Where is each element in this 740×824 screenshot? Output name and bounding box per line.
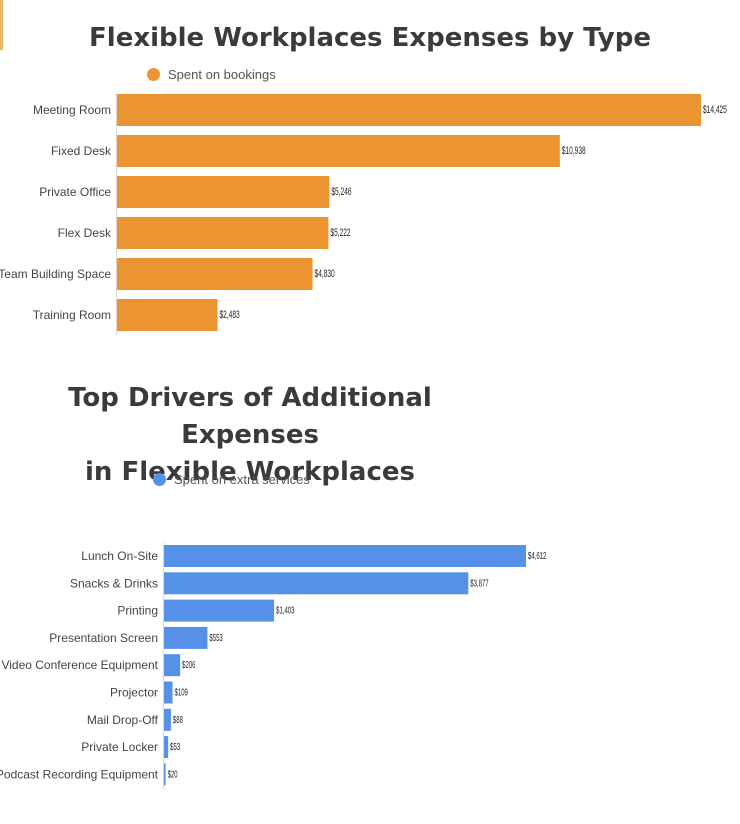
data-label: $20 xyxy=(168,769,178,780)
extras-bar-chart: Lunch On-Site $4,612 Snacks & Drinks $3,877… xyxy=(0,543,547,790)
edge-accent xyxy=(0,0,3,50)
data-label: $53 xyxy=(170,742,180,753)
category-label: Mail Drop-Off xyxy=(87,713,159,727)
legend-label-bookings: Spent on bookings xyxy=(168,67,276,82)
data-label: $2,483 xyxy=(220,308,240,320)
bookings-bar-chart: Meeting Room $14,425 Fixed Desk $10,938 Priv… xyxy=(0,92,727,335)
data-label: $10,938 xyxy=(562,144,586,156)
chart-title-extras-line-1: Top Drivers of Additional Expenses xyxy=(68,383,432,450)
bar xyxy=(164,545,526,567)
bar xyxy=(117,94,701,126)
category-label: Presentation Screen xyxy=(49,631,158,645)
category-label: Fixed Desk xyxy=(51,144,112,158)
chart-title-extras-line-2: in Flexible Workplaces xyxy=(85,457,415,487)
category-label: Training Room xyxy=(33,308,111,322)
data-label: $1,403 xyxy=(276,605,295,616)
category-label: Snacks & Drinks xyxy=(70,576,158,590)
bar xyxy=(117,258,313,290)
legend-bookings[interactable]: Spent on bookings xyxy=(147,67,276,82)
bar xyxy=(164,572,469,595)
bar xyxy=(117,299,218,331)
bar xyxy=(117,135,560,167)
category-label: Projector xyxy=(110,686,158,700)
chart-title-extras: Top Drivers of Additional Expenses in Fl… xyxy=(0,380,500,491)
data-label: $4,830 xyxy=(315,267,335,279)
bar xyxy=(117,176,330,208)
bar xyxy=(117,217,329,249)
legend-label-extras: Spent on extra services xyxy=(174,472,310,487)
data-label: $5,222 xyxy=(330,226,350,238)
bar xyxy=(164,626,208,649)
legend-swatch-extras xyxy=(153,473,166,486)
category-label: Meeting Room xyxy=(33,103,111,117)
category-label: Podcast Recording Equipment xyxy=(0,767,159,781)
category-label: Lunch On-Site xyxy=(81,549,158,563)
chart-title-bookings: Flexible Workplaces Expenses by Type xyxy=(89,23,651,53)
category-label: Team Building Space xyxy=(0,267,111,281)
data-label: $5,246 xyxy=(331,185,351,197)
bar xyxy=(164,763,166,786)
category-label: Video Conference Equipment xyxy=(1,658,158,672)
bar xyxy=(164,736,169,759)
legend-extras[interactable]: Spent on extra services xyxy=(153,472,310,487)
bar xyxy=(164,599,275,622)
category-label: Private Office xyxy=(39,185,111,199)
data-label: $14,425 xyxy=(703,103,727,115)
legend-swatch-bookings xyxy=(147,68,160,81)
data-label: $4,612 xyxy=(528,551,547,562)
data-label: $109 xyxy=(175,687,189,698)
category-label: Private Locker xyxy=(81,740,158,754)
data-label: $88 xyxy=(173,714,183,725)
bar xyxy=(164,708,171,731)
data-label: $3,877 xyxy=(470,578,489,589)
bar xyxy=(164,681,173,704)
category-label: Flex Desk xyxy=(58,226,112,240)
bar xyxy=(164,654,181,677)
category-label: Printing xyxy=(117,604,158,618)
data-label: $206 xyxy=(182,660,196,671)
data-label: $553 xyxy=(209,632,223,643)
